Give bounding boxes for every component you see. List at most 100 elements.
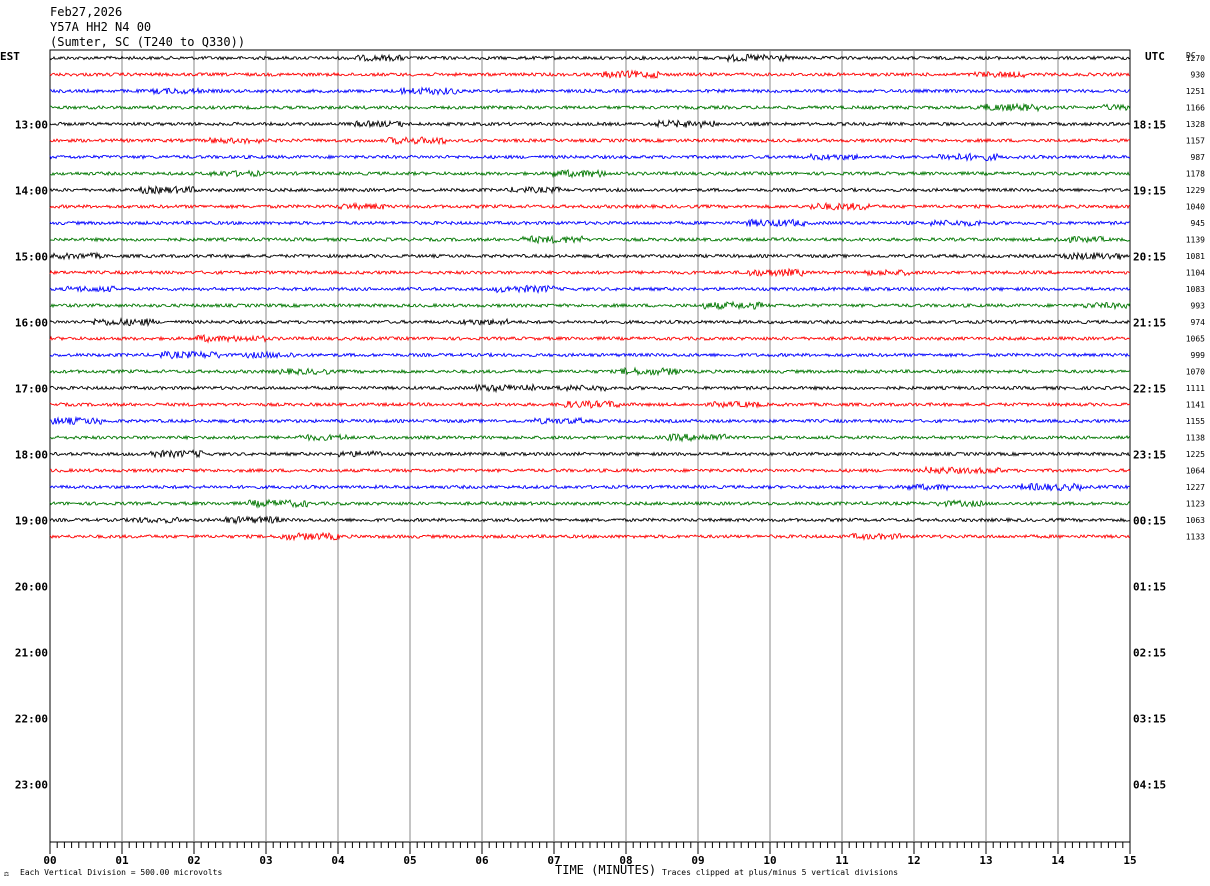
trace-line: [49, 102, 1131, 113]
x-tick-label: 11: [835, 854, 849, 867]
trace-line: [49, 317, 1131, 327]
dc-value: 1063: [1186, 516, 1205, 525]
trace-line: [49, 234, 1131, 245]
trace-line: [49, 415, 1131, 425]
trace-line: [49, 382, 1131, 394]
dc-value: 1328: [1186, 120, 1205, 129]
dc-value: 1178: [1186, 170, 1205, 179]
trace-line: [49, 399, 1131, 409]
dc-value: 993: [1191, 302, 1206, 311]
trace-line: [49, 482, 1131, 492]
dc-value: 1155: [1186, 417, 1205, 426]
utc-hour-label: 01:15: [1133, 581, 1166, 594]
x-tick-label: 15: [1123, 854, 1136, 867]
trace-line: [49, 53, 1131, 63]
dc-value: 945: [1191, 219, 1206, 228]
trace-line: [49, 201, 1131, 212]
x-tick-label: 06: [475, 854, 489, 867]
dc-value: 1141: [1186, 401, 1205, 410]
trace-line: [49, 251, 1131, 261]
grid: [49, 49, 1131, 843]
utc-hour-label: 23:15: [1133, 449, 1166, 462]
trace-line: [49, 184, 1131, 195]
dc-value: 1065: [1186, 335, 1205, 344]
plot-frame: [49, 49, 1131, 843]
header-date: Feb27,2026: [50, 5, 122, 19]
est-hour-label: 22:00: [15, 713, 48, 726]
est-hour-label: 15:00: [15, 251, 48, 264]
traces: [49, 53, 1131, 542]
dc-value: 974: [1191, 318, 1206, 327]
trace-line: [49, 498, 1131, 509]
dc-value: 1040: [1186, 203, 1205, 212]
trace-line: [49, 465, 1131, 475]
trace-line: [49, 69, 1131, 80]
trace-line: [49, 350, 1131, 360]
dc-value: 1104: [1186, 269, 1205, 278]
dc-value: 1083: [1186, 285, 1205, 294]
trace-line: [49, 531, 1131, 542]
header-station: Y57A HH2 N4 00: [50, 20, 151, 34]
trace-line: [49, 515, 1131, 525]
dc-value: 1138: [1186, 434, 1205, 443]
trace-line: [49, 366, 1131, 377]
dc-value: 1070: [1186, 368, 1205, 377]
dc-value: 1111: [1186, 384, 1205, 393]
trace-line: [49, 267, 1131, 278]
est-hour-label: 23:00: [15, 779, 48, 792]
dc-value: 930: [1191, 71, 1206, 80]
dc-value: 1251: [1186, 87, 1205, 96]
footer-clip-note: Traces clipped at plus/minus 5 vertical …: [662, 868, 898, 877]
dc-values: 1270 930 1251 1166 1328 1157 987 1178 1229 1040 94…: [1186, 54, 1205, 542]
est-hour-label: 21:00: [15, 647, 48, 660]
est-hour-label: 19:00: [15, 515, 48, 528]
x-axis-title: TIME (MINUTES): [555, 863, 656, 877]
dc-value: 1229: [1186, 186, 1205, 195]
est-hour-label: 13:00: [15, 119, 48, 132]
dc-value: 1081: [1186, 252, 1205, 261]
dc-value: 1227: [1186, 483, 1205, 492]
x-tick-label: 02: [187, 854, 200, 867]
dc-value: 1270: [1186, 54, 1205, 63]
x-tick-label: 12: [907, 854, 920, 867]
utc-hour-label: 21:15: [1133, 317, 1166, 330]
est-hour-label: 14:00: [15, 185, 48, 198]
x-tick-label: 14: [1051, 854, 1065, 867]
trace-line: [49, 218, 1131, 228]
trace-line: [49, 433, 1131, 443]
dc-label: DC: [1186, 51, 1196, 60]
x-tick-label: 00: [43, 854, 56, 867]
dc-value: 1064: [1186, 467, 1205, 476]
time-labels: 13:00 14:00 15:00 16:00 17:00 18:00 19:00 20:00…: [15, 119, 1166, 792]
est-hour-label: 16:00: [15, 317, 48, 330]
x-tick-label: 07: [547, 854, 560, 867]
utc-hour-label: 22:15: [1133, 383, 1166, 396]
trace-line: [49, 152, 1131, 163]
est-hour-label: 20:00: [15, 581, 48, 594]
utc-hour-label: 18:15: [1133, 119, 1166, 132]
trace-line: [49, 86, 1131, 96]
trace-line: [49, 284, 1131, 295]
scale-icon: ⚖: [4, 869, 9, 878]
trace-line: [49, 118, 1131, 130]
utc-hour-label: 03:15: [1133, 713, 1166, 726]
trace-line: [49, 334, 1131, 344]
dc-value: 1157: [1186, 137, 1205, 146]
trace-line: [49, 300, 1131, 311]
x-axis: 00 01 02 03 04 05 06 07 08 09 10 11 12 13 14 15: [43, 842, 1137, 867]
utc-axis-label: UTC: [1145, 50, 1165, 63]
trace-line: [49, 168, 1130, 179]
dc-value: 1139: [1186, 236, 1205, 245]
dc-value: 1133: [1186, 533, 1205, 542]
dc-value: 999: [1191, 351, 1206, 360]
utc-hour-label: 04:15: [1133, 779, 1166, 792]
x-tick-label: 01: [115, 854, 129, 867]
utc-hour-label: 02:15: [1133, 647, 1166, 660]
x-tick-label: 04: [331, 854, 345, 867]
x-tick-label: 09: [691, 854, 704, 867]
x-tick-label: 10: [763, 854, 776, 867]
est-axis-label: EST: [0, 50, 20, 63]
utc-hour-label: 20:15: [1133, 251, 1166, 264]
dc-value: 987: [1191, 153, 1206, 162]
